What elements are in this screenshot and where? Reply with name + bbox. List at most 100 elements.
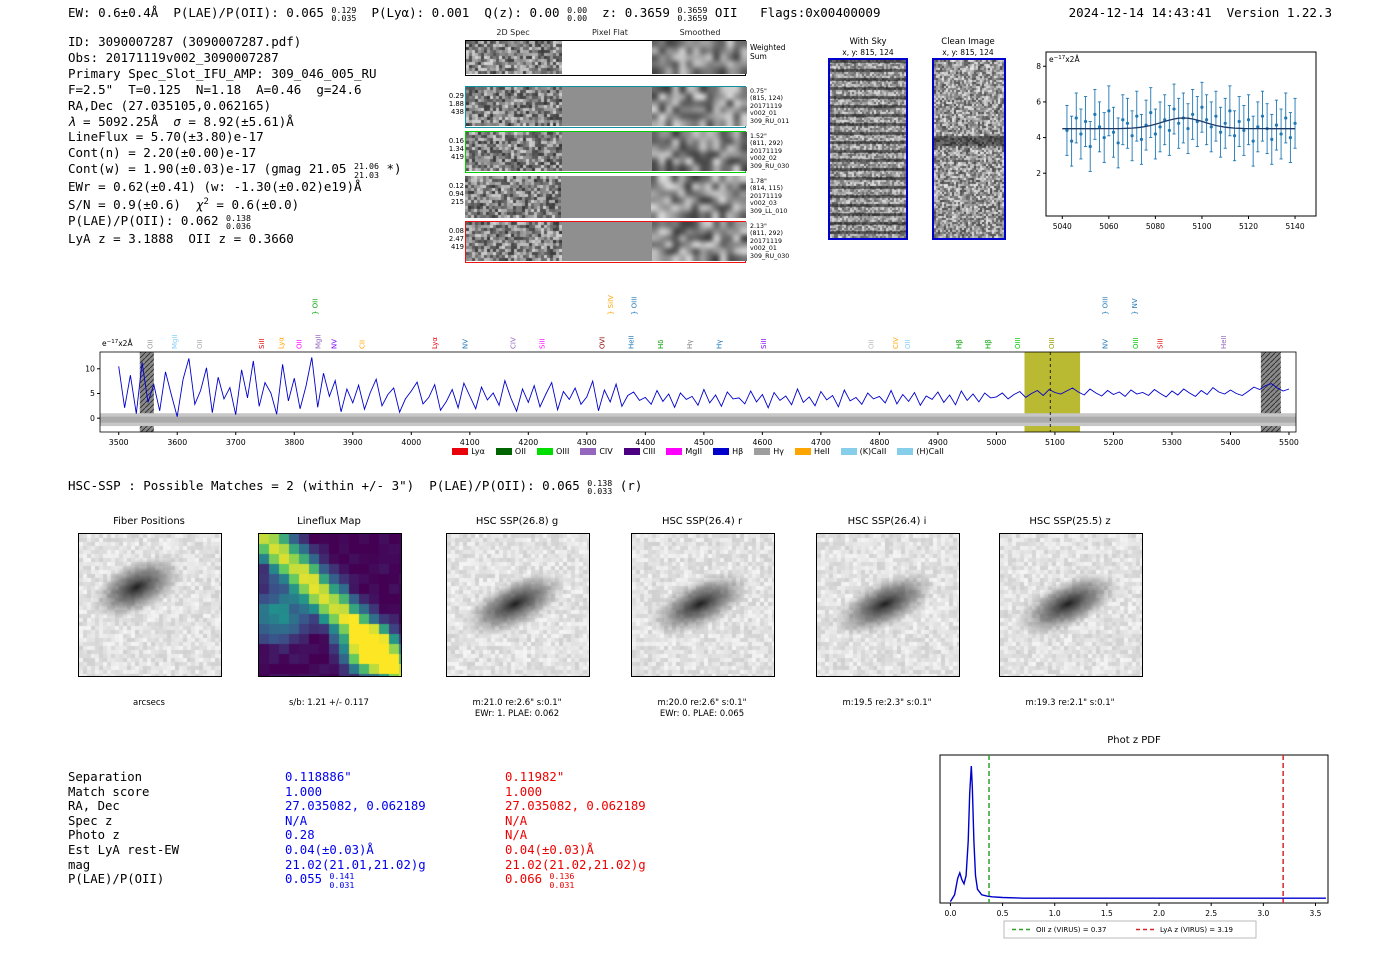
spectrum-legend: Lyα OII OIII CIV CIII MgII Hβ Hγ HeII (K)CaII (H)C… — [100, 447, 1296, 456]
svg-text:5080: 5080 — [1146, 222, 1165, 231]
svg-text:10: 10 — [85, 364, 95, 373]
weighted-sum-row — [465, 40, 747, 76]
info-line: LyA z = 3.1888 OII z = 0.3660 — [68, 230, 294, 246]
svg-text:0.5: 0.5 — [997, 909, 1009, 918]
match-value-cat1: 1.000 — [285, 784, 323, 799]
full-spectrum-plot: 3500 3600 3700 3800 3900 4000 4100 4200 4300 4400… — [85, 295, 1299, 447]
svg-text:5000: 5000 — [986, 438, 1006, 447]
emission-line-label: NV — [461, 339, 469, 349]
legend-item: CIII — [623, 447, 655, 456]
emission-line-label-tall: } OII — [312, 299, 320, 315]
cutout-sublabel: m:20.0 re:2.6" s:0.1" — [657, 698, 747, 708]
emission-line-label-tall: } SiIV — [607, 295, 615, 315]
legend-label: HeII — [813, 447, 830, 456]
svg-text:LyA z (VIRUS) = 3.19: LyA z (VIRUS) = 3.19 — [1160, 926, 1233, 934]
line-zoom-plot: 5040 5060 5080 5100 5120 5140 2 4 6 8 e−17x2Å — [1036, 51, 1317, 231]
emission-line-label: Hγ — [686, 340, 694, 349]
cutout-image — [258, 533, 402, 677]
cutout-title: HSC SSP(26.4) r — [661, 516, 743, 527]
info-line: LineFlux = 5.70(±3.80)e-17 — [68, 129, 264, 145]
legend-label: Hγ — [773, 447, 784, 456]
cutout-title: Fiber Positions — [113, 516, 185, 527]
photz-pdf-plot: Phot z PDF 0.0 0.5 1.0 1.5 2.0 2.5 3.0 3.5 OII z … — [939, 735, 1329, 939]
svg-text:2.0: 2.0 — [1153, 909, 1165, 918]
emission-line-label-tall: } OIII — [1102, 297, 1110, 315]
fiber-row — [465, 131, 747, 173]
legend-label: Hβ — [732, 447, 744, 456]
stacked-uncertainty: 0.136 0.031 — [549, 871, 575, 890]
info-line: RA,Dec (27.035105,0.062165) — [68, 97, 272, 113]
svg-text:0.0: 0.0 — [944, 909, 956, 918]
emission-line-label: NV — [1102, 339, 1110, 349]
match-value-cat2: 27.035082, 0.062189 — [505, 799, 646, 814]
legend-swatch — [666, 448, 683, 455]
match-row-label: Match score — [68, 784, 150, 799]
stacked-uncertainty: 0.138 0.033 — [587, 477, 613, 497]
match-value-cat1: 0.055 0.141 0.031 — [285, 871, 355, 890]
spec2d-col-header: Smoothed — [679, 28, 721, 37]
cutout-title: Lineflux Map — [297, 516, 361, 527]
legend-swatch — [536, 448, 553, 455]
emission-line-label: OII — [196, 339, 204, 349]
legend-label: OII — [514, 447, 526, 456]
legend-swatch — [897, 448, 914, 455]
info-line: ID: 3090007287 (3090007287.pdf) — [68, 34, 302, 49]
match-value-cat1: 0.04(±0.03)Å — [285, 843, 374, 857]
emission-line-label: NV — [330, 339, 338, 349]
emission-line-label: CII — [358, 340, 366, 349]
emission-line-label: Lyα — [278, 337, 286, 349]
match-value-cat1: N/A — [285, 813, 308, 828]
svg-text:5500: 5500 — [1279, 438, 1299, 447]
svg-text:4300: 4300 — [577, 438, 597, 447]
match-row-label: mag — [68, 857, 91, 872]
stacked-uncertainty: 0.00 0.00 — [567, 4, 588, 24]
fiber-row — [465, 86, 747, 128]
svg-text:5200: 5200 — [1104, 438, 1124, 447]
fiber-pixelflat-image — [562, 222, 652, 261]
emission-line-label: Hγ — [715, 340, 723, 349]
svg-text:5100: 5100 — [1192, 222, 1211, 231]
emission-line-label: Hδ — [657, 339, 665, 349]
svg-text:5120: 5120 — [1239, 222, 1258, 231]
emission-line-label: OIII — [1048, 337, 1056, 349]
fiber-smoothed-image — [652, 87, 747, 126]
legend-item: (K)CaII — [840, 447, 886, 456]
svg-text:3600: 3600 — [167, 438, 187, 447]
emission-line-label: OIII — [1132, 337, 1140, 349]
fiber-row-meta: 2.13" (811, 292) 20171119 v002_01 309_RU… — [750, 223, 790, 260]
svg-text:1.5: 1.5 — [1101, 909, 1113, 918]
match-value-cat1: 27.035082, 0.062189 — [285, 799, 426, 814]
legend-swatch — [452, 448, 469, 455]
clean-image — [932, 58, 1006, 240]
match-value-cat2: 0.11982" — [505, 770, 565, 784]
svg-text:3.5: 3.5 — [1310, 909, 1322, 918]
svg-text:4800: 4800 — [869, 438, 889, 447]
emission-line-label: OVI — [598, 337, 606, 349]
fiber-smoothed-image — [651, 176, 746, 218]
svg-text:4: 4 — [1036, 133, 1041, 142]
legend-swatch — [495, 448, 512, 455]
match-row-label: Est LyA rest-EW — [68, 843, 180, 857]
svg-text:3700: 3700 — [226, 438, 246, 447]
spec2d-col-header: 2D Spec — [496, 28, 530, 37]
emission-line-label: OII — [147, 339, 155, 349]
cutout-image — [631, 533, 775, 677]
legend-swatch — [580, 448, 597, 455]
svg-text:4100: 4100 — [460, 438, 480, 447]
cutout-image — [816, 533, 960, 677]
info-line: Cont(w) = 1.90(±0.03)e-17 (gmag 21.05 21… — [68, 161, 402, 180]
cutout-title: HSC SSP(25.5) z — [1029, 516, 1111, 527]
svg-text:5400: 5400 — [1221, 438, 1241, 447]
emission-line-label: SiII — [760, 338, 768, 349]
legend-item: CIV — [580, 447, 613, 456]
match-value-cat2: N/A — [505, 813, 528, 828]
svg-text:4700: 4700 — [811, 438, 831, 447]
with-sky-image — [828, 58, 908, 240]
emission-line-label: OII — [904, 339, 912, 349]
match-value-cat2: 0.066 0.136 0.031 — [505, 871, 575, 890]
svg-text:5040: 5040 — [1053, 222, 1072, 231]
legend-item: Lyα — [452, 447, 485, 456]
legend-label: Lyα — [471, 447, 485, 456]
legend-swatch — [840, 448, 857, 455]
match-value-cat1: 0.118886" — [285, 770, 352, 784]
